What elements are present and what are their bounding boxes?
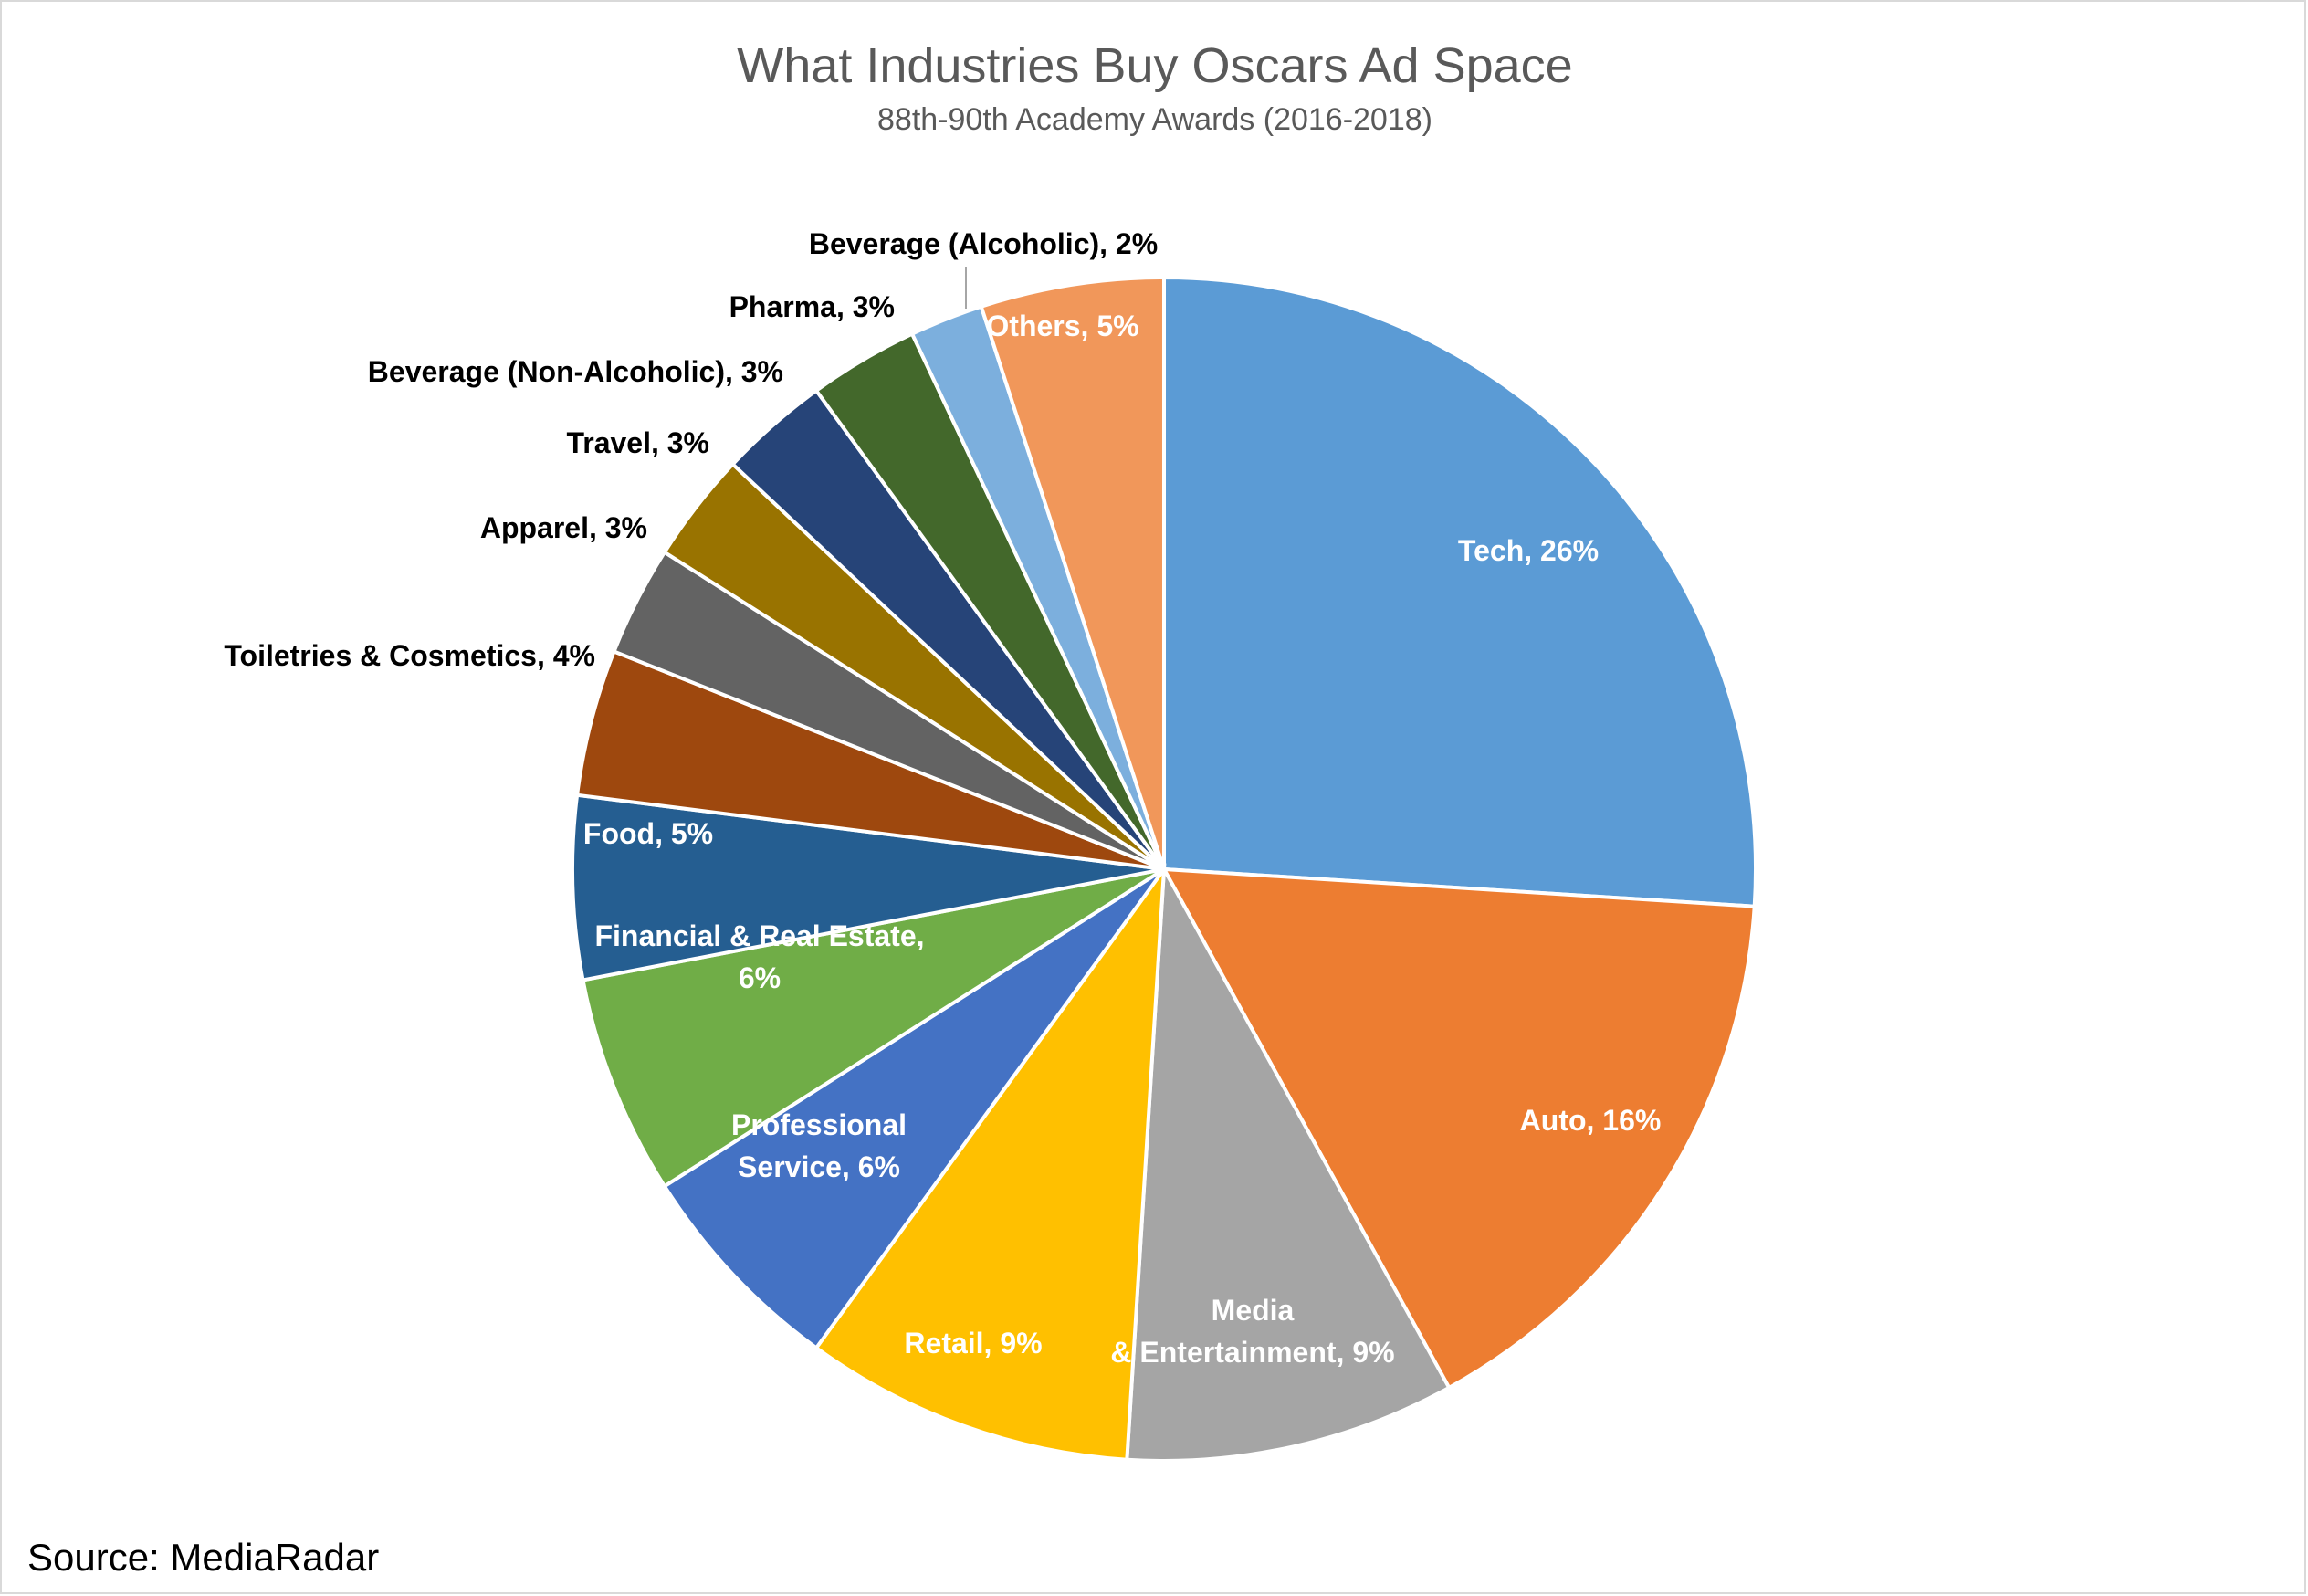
data-label-professional-service: Professional Service, 6% [731,1108,907,1183]
pie-slices [571,275,1757,1463]
data-label-food: Food, 5% [583,817,713,850]
data-label-tech: Tech, 26% [1458,534,1599,567]
pie-slice-financial-real-estate [581,867,1166,1189]
data-label-others: Others, 5% [986,310,1138,342]
data-label-auto: Auto, 16% [1520,1104,1662,1137]
data-label-financial-real-estate: Financial & Real Estate, 6% [594,919,924,994]
data-label-beverage-non-alcoholic: Beverage (Non-Alcoholic), 3% [368,355,783,388]
data-label-pharma: Pharma, 3% [729,290,895,323]
data-label-toiletries-cosmetics: Toiletries & Cosmetics, 4% [224,639,595,672]
pie-slice-others [979,275,1166,870]
chart-subtitle: 88th-90th Academy Awards (2016-2018) [877,102,1432,137]
chart-title: What Industries Buy Oscars Ad Space [737,38,1572,93]
pie-slice-professional-service [662,867,1166,1351]
data-label-apparel: Apparel, 3% [480,511,647,544]
pie-slice-food [571,793,1165,982]
pie-slice-media-entertainment [1125,863,1452,1463]
data-label-beverage-alcoholic: Beverage (Alcoholic), 2% [809,227,1158,260]
pie-slice-tech [1162,275,1757,908]
pie-slice-auto [1160,866,1757,1391]
data-labels: Tech, 26% Auto, 16% Media & Entertainment, … [224,227,1661,1369]
source-note: Source: MediaRadar [27,1536,380,1579]
pie-slice-retail [813,863,1167,1462]
data-label-travel: Travel, 3% [566,426,709,459]
data-label-retail: Retail, 9% [904,1327,1042,1360]
data-label-media-entertainment: Media & Entertainment, 9% [1110,1294,1394,1369]
